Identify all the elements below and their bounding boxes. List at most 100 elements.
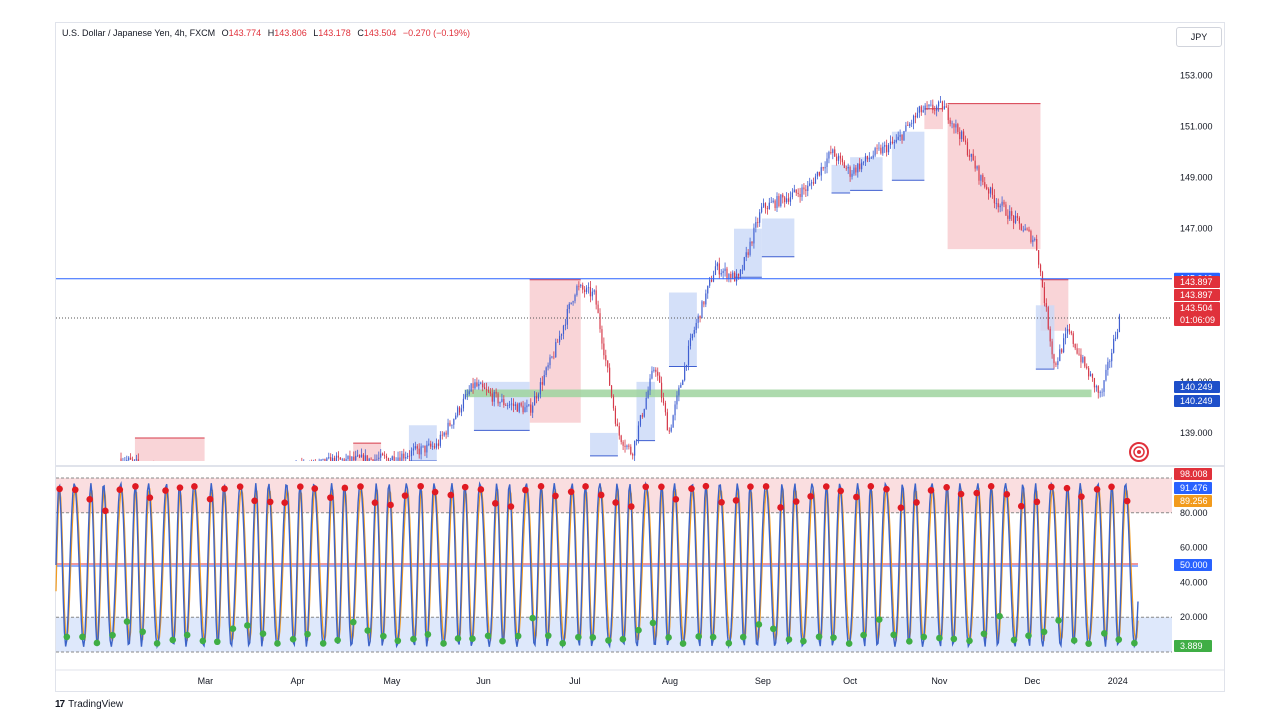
candle-body: [530, 404, 532, 413]
osc-oversold-dot: [123, 618, 131, 625]
osc-oversold-dot: [424, 631, 432, 638]
osc-overbought-dot: [973, 489, 981, 497]
candle-body: [453, 419, 455, 425]
candle-body: [560, 333, 563, 336]
price-pane: [120, 95, 1121, 478]
osc-oversold-dot: [605, 637, 612, 644]
candle-body: [145, 467, 146, 468]
osc-oversold-dot: [229, 625, 237, 633]
candle-body: [1036, 239, 1038, 251]
currency-button[interactable]: JPY: [1176, 27, 1222, 47]
candle-body: [851, 173, 853, 177]
osc-oversold-dot: [875, 616, 883, 623]
osc-signal-line: [55, 486, 1139, 644]
candle-body: [747, 252, 749, 255]
candle-body: [324, 458, 326, 461]
high-label: H: [267, 28, 275, 38]
candle-body: [630, 446, 632, 455]
candle-body: [574, 295, 576, 302]
candle-body: [405, 457, 407, 459]
candle-body: [680, 384, 682, 388]
osc-overbought-dot: [507, 503, 515, 510]
candle-body: [483, 387, 486, 390]
candle-body: [1103, 380, 1105, 392]
candle-body: [607, 360, 609, 368]
osc-oversold-dot: [544, 632, 552, 639]
osc-value-label-bg: [1174, 559, 1212, 571]
support-zone: [464, 389, 1092, 398]
candle-body: [1020, 223, 1022, 231]
candle-body: [522, 405, 524, 413]
candle-body: [932, 104, 934, 111]
candle-body: [662, 398, 665, 404]
tradingview-brand[interactable]: 17 TradingView: [55, 699, 123, 710]
candle-body: [736, 273, 738, 282]
candle-body: [670, 427, 672, 432]
candle-body: [215, 477, 216, 478]
candle-body: [360, 454, 363, 458]
price-label-red: 143.897: [1180, 277, 1213, 287]
osc-value-label: 50.000: [1180, 560, 1208, 570]
chart-frame: [55, 22, 1225, 692]
candle-body: [124, 462, 125, 463]
osc-oversold-dot: [484, 632, 492, 640]
osc-oversold-dot: [259, 630, 267, 637]
candle-body: [495, 391, 497, 394]
candle-body: [761, 206, 763, 213]
candle-body: [142, 467, 143, 468]
candle-body: [822, 167, 824, 169]
osc-oversold-dot: [980, 630, 988, 638]
osc-oversold-dot: [169, 636, 177, 644]
candle-body: [924, 105, 926, 111]
osc-oversold-dot: [635, 626, 642, 634]
candle-body: [1093, 378, 1096, 388]
candle-body: [357, 455, 359, 456]
osc-oversold-dot: [695, 633, 703, 640]
osc-oversold-dot: [559, 639, 566, 647]
candle-body: [387, 458, 390, 461]
candle-body: [487, 390, 490, 392]
osc-oversold-dot: [815, 633, 823, 641]
candle-body: [855, 167, 857, 173]
candle-body: [609, 367, 611, 386]
osc-oversold-dot: [1025, 632, 1032, 639]
osc-oversold-dot: [514, 632, 522, 640]
candle-body: [510, 403, 513, 405]
candle-body: [428, 443, 430, 445]
candle-body: [922, 110, 924, 113]
osc-overbought-dot: [522, 486, 529, 494]
time-tick-label: Mar: [198, 676, 214, 686]
osc-oversold-dot: [1010, 636, 1018, 644]
candle-body: [776, 196, 778, 208]
candle-body: [524, 407, 526, 413]
candle-body: [866, 155, 869, 160]
countdown-label: 01:06:09: [1180, 315, 1215, 325]
candle-body: [764, 203, 767, 209]
time-tick-label: Sep: [755, 676, 771, 686]
osc-value-label: 91.476: [1180, 483, 1208, 493]
replay-icon[interactable]: [1128, 441, 1150, 463]
candle-body: [482, 383, 484, 388]
candle-body: [1059, 349, 1061, 362]
price-label-red-bg: [1174, 289, 1220, 301]
price-label-red: 143.897: [1180, 290, 1213, 300]
candle-body: [410, 450, 413, 456]
symbol-legend: U.S. Dollar / Japanese Yen, 4h, FXCM O14…: [62, 28, 470, 38]
osc-oversold-dot: [785, 636, 793, 643]
candle-body: [349, 455, 351, 461]
candle-body: [797, 192, 799, 194]
candle-body: [812, 182, 815, 184]
osc-oversold-dot: [364, 627, 372, 634]
candle-body: [397, 457, 399, 461]
osc-overbought-dot: [628, 503, 635, 510]
candle-body: [709, 279, 711, 286]
candle-body: [805, 189, 807, 191]
candle-body: [759, 212, 761, 223]
candle-body: [1086, 366, 1088, 369]
osc-oversold-dot: [244, 622, 251, 629]
osc-overbought-dot: [943, 483, 950, 491]
candle-body: [501, 399, 503, 402]
candle-body: [284, 468, 285, 474]
osc-overbought-dot: [837, 487, 845, 495]
